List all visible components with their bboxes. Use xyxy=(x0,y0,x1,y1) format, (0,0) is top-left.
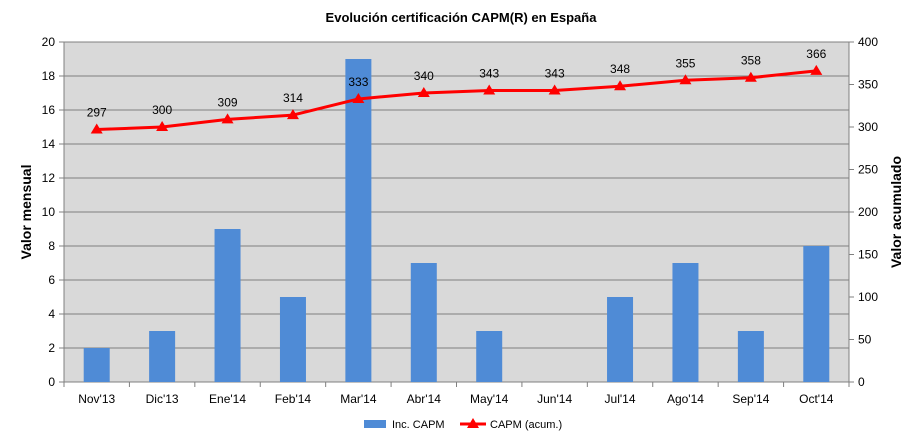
bar xyxy=(737,331,764,382)
bar xyxy=(83,348,110,382)
y-axis-title: Valor mensual xyxy=(18,165,34,260)
x-tick-label: May'14 xyxy=(470,392,509,406)
data-label: 343 xyxy=(545,66,565,80)
left-tick-label: 4 xyxy=(48,307,55,321)
data-label: 355 xyxy=(675,56,695,70)
x-tick-label: Sep'14 xyxy=(732,392,769,406)
left-tick-label: 18 xyxy=(42,69,56,83)
bar xyxy=(279,297,306,382)
data-label: 348 xyxy=(610,62,630,76)
data-label: 340 xyxy=(414,69,434,83)
bar xyxy=(803,246,830,382)
x-tick-label: Mar'14 xyxy=(340,392,377,406)
triangle-marker xyxy=(614,80,627,91)
right-tick-label: 150 xyxy=(858,248,878,262)
left-tick-label: 14 xyxy=(42,137,56,151)
left-tick-label: 6 xyxy=(48,273,55,287)
x-tick-label: Nov'13 xyxy=(78,392,115,406)
chart-title: Evolución certificación CAPM(R) en Españ… xyxy=(326,10,598,25)
triangle-marker xyxy=(548,84,561,95)
data-label: 297 xyxy=(87,106,107,120)
bar xyxy=(607,297,634,382)
x-tick-label: Ene'14 xyxy=(209,392,246,406)
y2-axis-title: Valor acumulado xyxy=(888,156,904,268)
x-tick-label: Oct'14 xyxy=(799,392,834,406)
left-tick-label: 10 xyxy=(42,205,56,219)
data-label: 366 xyxy=(806,47,826,61)
bar xyxy=(476,331,503,382)
triangle-marker xyxy=(744,71,757,82)
left-tick-label: 16 xyxy=(42,103,56,117)
bar xyxy=(214,229,241,382)
data-label: 333 xyxy=(348,75,368,89)
left-axis: 0 2 4 6 8 10 12 14 16 18 20 xyxy=(42,35,64,389)
right-tick-label: 50 xyxy=(858,333,872,347)
triangle-marker xyxy=(156,121,169,131)
data-label: 314 xyxy=(283,91,303,105)
bar xyxy=(410,263,437,382)
triangle-marker xyxy=(679,74,692,85)
right-tick-label: 100 xyxy=(858,290,878,304)
bar xyxy=(149,331,176,382)
triangle-marker xyxy=(417,87,430,97)
x-tick-label: Jun'14 xyxy=(537,392,572,406)
data-label: 309 xyxy=(218,95,238,109)
legend: Inc. CAPM CAPM (acum.) xyxy=(364,418,562,431)
legend-label: Inc. CAPM xyxy=(392,419,445,431)
series-line xyxy=(96,69,817,132)
left-tick-label: 2 xyxy=(48,341,55,355)
triangle-marker xyxy=(90,123,103,134)
x-tick-label: Jul'14 xyxy=(605,392,636,406)
bar xyxy=(345,59,372,382)
legend-marker xyxy=(467,418,479,428)
x-tick-label: Feb'14 xyxy=(275,392,312,406)
x-tick-label: Dic'13 xyxy=(146,392,179,406)
right-tick-label: 400 xyxy=(858,35,878,49)
bar-series xyxy=(83,59,830,382)
left-tick-label: 20 xyxy=(42,35,56,49)
x-axis: Nov'13 Dic'13 Ene'14 Feb'14 Mar'14 Abr'14 May'… xyxy=(63,382,850,406)
right-tick-label: 0 xyxy=(858,375,865,389)
triangle-marker xyxy=(810,64,823,75)
data-label: 343 xyxy=(479,66,499,80)
right-tick-label: 200 xyxy=(858,205,878,219)
right-tick-label: 250 xyxy=(858,163,878,177)
legend-swatch-bar xyxy=(364,420,386,428)
left-tick-label: 0 xyxy=(48,375,55,389)
bar xyxy=(672,263,699,382)
left-tick-label: 8 xyxy=(48,239,55,253)
triangle-marker xyxy=(483,84,496,95)
triangle-marker xyxy=(352,92,365,103)
right-axis: 0 50 100 150 200 250 300 350 400 xyxy=(849,35,878,389)
right-tick-label: 350 xyxy=(858,78,878,92)
left-tick-label: 12 xyxy=(42,171,56,185)
x-tick-label: Ago'14 xyxy=(667,392,704,406)
right-tick-label: 300 xyxy=(858,120,878,134)
x-tick-label: Abr'14 xyxy=(407,392,442,406)
triangle-marker xyxy=(221,113,234,124)
legend-label: CAPM (acum.) xyxy=(490,419,562,431)
gridlines xyxy=(64,75,849,349)
data-label: 358 xyxy=(741,54,761,68)
data-label: 300 xyxy=(152,103,172,117)
triangle-marker xyxy=(286,109,299,120)
line-series: 297 300 309 314 333 340 343 343 348 355 358 366 xyxy=(87,47,827,134)
